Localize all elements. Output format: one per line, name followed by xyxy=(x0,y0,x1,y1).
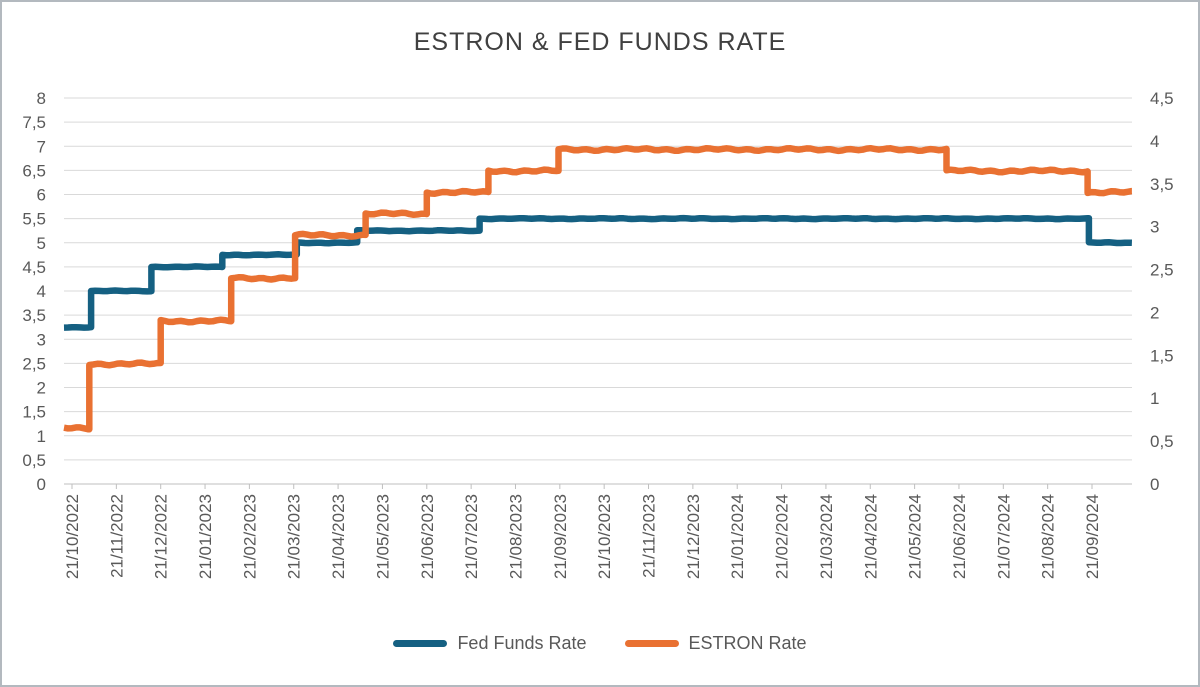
y-axis-right-label: 2 xyxy=(1150,303,1159,322)
y-axis-right-label: 3 xyxy=(1150,218,1159,237)
y-axis-left-label: 1 xyxy=(37,427,46,446)
y-axis-right-label: 2,5 xyxy=(1150,261,1174,280)
x-axis-label: 21/08/2023 xyxy=(506,494,525,579)
estron-line-swatch-icon xyxy=(624,640,679,647)
x-axis-label: 21/11/2023 xyxy=(640,494,659,578)
y-axis-left-label: 4,5 xyxy=(22,258,46,277)
x-axis-label: 21/10/2023 xyxy=(595,494,614,579)
series-line-fed-funds xyxy=(63,214,1133,331)
legend-label: ESTRON Rate xyxy=(688,633,807,653)
x-axis-label: 21/02/2024 xyxy=(773,494,792,579)
x-axis-label: 21/03/2023 xyxy=(285,494,304,579)
legend-label: Fed Funds Rate xyxy=(457,633,587,653)
series-line-estron xyxy=(63,144,1135,433)
y-axis-left-label: 3 xyxy=(37,330,46,349)
x-axis-label: 21/12/2023 xyxy=(684,494,703,579)
y-axis-right-label: 4,5 xyxy=(1150,89,1174,108)
x-axis-label: 21/05/2024 xyxy=(906,494,925,579)
y-axis-left-label: 4 xyxy=(37,282,46,301)
x-axis-label: 21/11/2022 xyxy=(107,494,126,578)
y-axis-left-label: 2,5 xyxy=(22,354,46,373)
y-axis-right-label: 0 xyxy=(1150,475,1159,494)
y-axis-left-label: 7,5 xyxy=(22,113,46,132)
y-axis-left-label: 5,5 xyxy=(22,210,46,229)
legend-item-fed-funds[interactable]: Fed Funds Rate xyxy=(393,633,587,654)
y-axis-left-label: 0 xyxy=(37,475,46,494)
y-axis-left-label: 6 xyxy=(37,186,46,205)
x-axis-label: 21/07/2023 xyxy=(462,494,481,579)
x-axis-label: 21/01/2024 xyxy=(728,494,747,579)
y-axis-right-label: 1 xyxy=(1150,389,1159,408)
x-axis-label: 21/05/2023 xyxy=(373,494,392,579)
y-axis-left-label: 6,5 xyxy=(22,161,46,180)
chart-title: ESTRON & FED FUNDS RATE xyxy=(413,28,787,56)
x-axis-label: 21/06/2023 xyxy=(418,494,437,579)
legend-item-estron[interactable]: ESTRON Rate xyxy=(624,633,807,654)
y-axis-right-label: 3,5 xyxy=(1150,175,1174,194)
y-axis-left-label: 1,5 xyxy=(22,403,46,422)
y-axis-right-label: 4 xyxy=(1150,132,1159,151)
legend: Fed Funds Rate ESTRON Rate xyxy=(2,633,1198,654)
x-axis-label: 21/03/2024 xyxy=(817,494,836,579)
x-axis-label: 21/01/2023 xyxy=(196,494,215,579)
y-axis-left-label: 2 xyxy=(37,379,46,398)
x-axis-label: 21/12/2022 xyxy=(152,494,171,579)
x-axis-label: 21/07/2024 xyxy=(994,494,1013,579)
x-axis-label: 21/06/2024 xyxy=(950,494,969,579)
fed-funds-line-swatch-icon xyxy=(393,640,448,647)
x-axis-label: 21/02/2023 xyxy=(240,494,259,579)
y-axis-right-label: 1,5 xyxy=(1150,346,1174,365)
x-axis-label: 21/08/2024 xyxy=(1039,494,1058,579)
y-axis-left-label: 3,5 xyxy=(22,306,46,325)
y-axis-right-label: 0,5 xyxy=(1150,432,1174,451)
y-axis-left-label: 7 xyxy=(37,137,46,156)
x-axis-label: 21/04/2023 xyxy=(329,494,348,579)
x-axis-label: 21/09/2024 xyxy=(1083,494,1102,579)
y-axis-left-label: 8 xyxy=(37,89,46,108)
x-axis-label: 21/04/2024 xyxy=(861,494,880,579)
y-axis-left-label: 0,5 xyxy=(22,451,46,470)
y-axis-left-label: 5 xyxy=(37,234,46,253)
x-axis-label: 21/09/2023 xyxy=(551,494,570,579)
x-axis-label: 21/10/2022 xyxy=(63,494,82,579)
